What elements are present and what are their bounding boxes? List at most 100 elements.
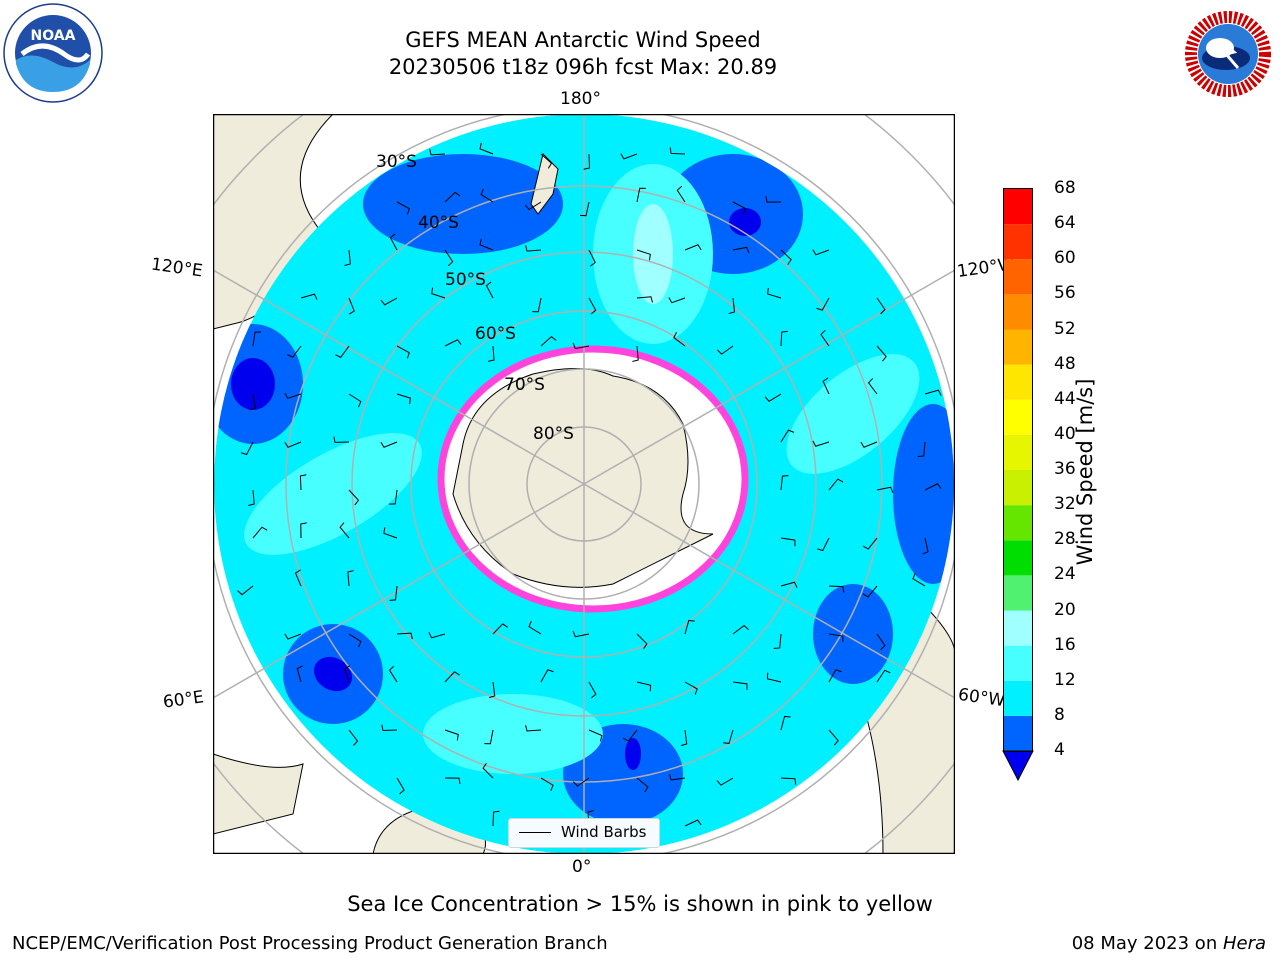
wind-barb [572,342,590,350]
colorbar-tick-label: 52 [1054,318,1076,339]
wind-barb [828,729,839,746]
wind-barb [636,296,653,303]
wind-barb [485,281,494,299]
org-credit: NCEP/EMC/Verification Post Processing Pr… [12,933,608,954]
wind-barb [380,297,398,306]
wind-barb [572,630,590,638]
wind-barb [732,681,748,690]
wind-barb [381,724,398,732]
wind-barb [287,345,302,358]
noaa-logo-icon: NOAA [3,3,103,103]
wind-barb [816,537,830,552]
colorbar [1002,188,1034,782]
colorbar-tick-label: 44 [1054,388,1076,409]
wind-barb [722,729,734,744]
wind-barb [249,393,256,411]
run-machine: Hera [1222,933,1266,954]
wind-barb [773,633,782,649]
colorbar-tick-label: 8 [1054,704,1065,725]
lon-label-top: 180° [560,89,601,109]
wind-barb [924,483,942,491]
wind-barb [444,777,461,785]
wind-barb [728,297,736,315]
wind-barb [444,339,462,347]
polar-map [213,114,955,854]
colorbar-segment [1004,434,1032,470]
wind-barb [492,623,508,635]
colorbar-tick-label: 4 [1054,740,1065,760]
wind-barb [525,245,542,252]
wind-barb [389,489,398,505]
colorbar-tick-label: 20 [1054,599,1076,620]
wind-barb [388,665,398,683]
wind-barb [588,729,603,742]
run-date: 08 May 2023 on Hera [1072,933,1266,954]
chart-subtitle: 20230506 t18z 096h fcst Max: 20.89 [388,55,778,79]
wind-barb [780,581,798,588]
colorbar-segment [1004,680,1032,716]
colorbar-segment [1004,505,1032,541]
wind-barb [816,297,830,311]
wind-barb [867,378,878,395]
wind-barb [684,819,702,827]
wind-barb [429,148,446,156]
wind-barb [828,585,845,593]
wind-barb [396,393,411,405]
wind-barb [912,573,926,587]
wind-barb [620,153,638,160]
wind-barb [348,489,360,506]
colorbar-tick-label: 16 [1054,634,1076,655]
colorbar-label: Wind Speed [m/s] [1073,378,1097,566]
colorbar-segment [1004,364,1032,400]
colorbar-segment [1004,610,1032,646]
wind-barb [284,441,302,448]
wind-barb [780,475,789,491]
colorbar-tick-label: 60 [1054,248,1076,269]
wind-barb [479,238,494,251]
wind-barb [680,729,688,747]
wind-barb [396,777,405,795]
wind-barb [237,585,254,596]
wind-barb [572,777,590,787]
wind-barb [431,287,446,299]
wind-barb [673,331,686,347]
wind-barb [636,777,649,793]
wind-barb [780,537,796,547]
wind-barb [684,244,702,251]
wind-barb [347,570,354,587]
colorbar-segment [1004,224,1032,260]
wind-barb [924,389,942,396]
map-frame [213,114,955,854]
colorbar-segment [1004,294,1032,330]
wind-barb [284,633,302,640]
colorbar-tick-label: 56 [1054,283,1076,304]
nws-logo-icon [1178,4,1278,104]
wind-barb [540,669,554,683]
wind-barb [540,336,557,347]
colorbar-tick-label: 24 [1054,564,1076,585]
wind-barb-legend-label: Wind Barbs [561,823,647,841]
wind-barb [294,569,302,587]
wind-barb [922,537,929,555]
wind-barb [828,633,844,643]
wind-barb [876,669,891,683]
wind-barb [588,681,597,699]
wind-barb [684,619,695,635]
wind-barb [780,777,797,785]
wind-barb [669,147,686,155]
wind-barb [540,153,553,169]
wind-barb [344,249,351,266]
wind-barb [389,233,398,251]
wind-barb [684,681,698,695]
wind-barb [444,671,460,683]
wind-barb [668,297,686,304]
wind-barb [876,486,894,494]
colorbar-tick-label: 64 [1054,213,1076,234]
wind-barb-legend-line [519,832,551,833]
wind-barb [396,632,413,640]
lat-label-50s: 50°S [445,270,486,290]
lon-label-upper-left: 120°E [149,254,204,282]
wind-barb [828,669,842,683]
wind-barb [636,681,652,692]
lat-label-80s: 80°S [533,424,574,444]
